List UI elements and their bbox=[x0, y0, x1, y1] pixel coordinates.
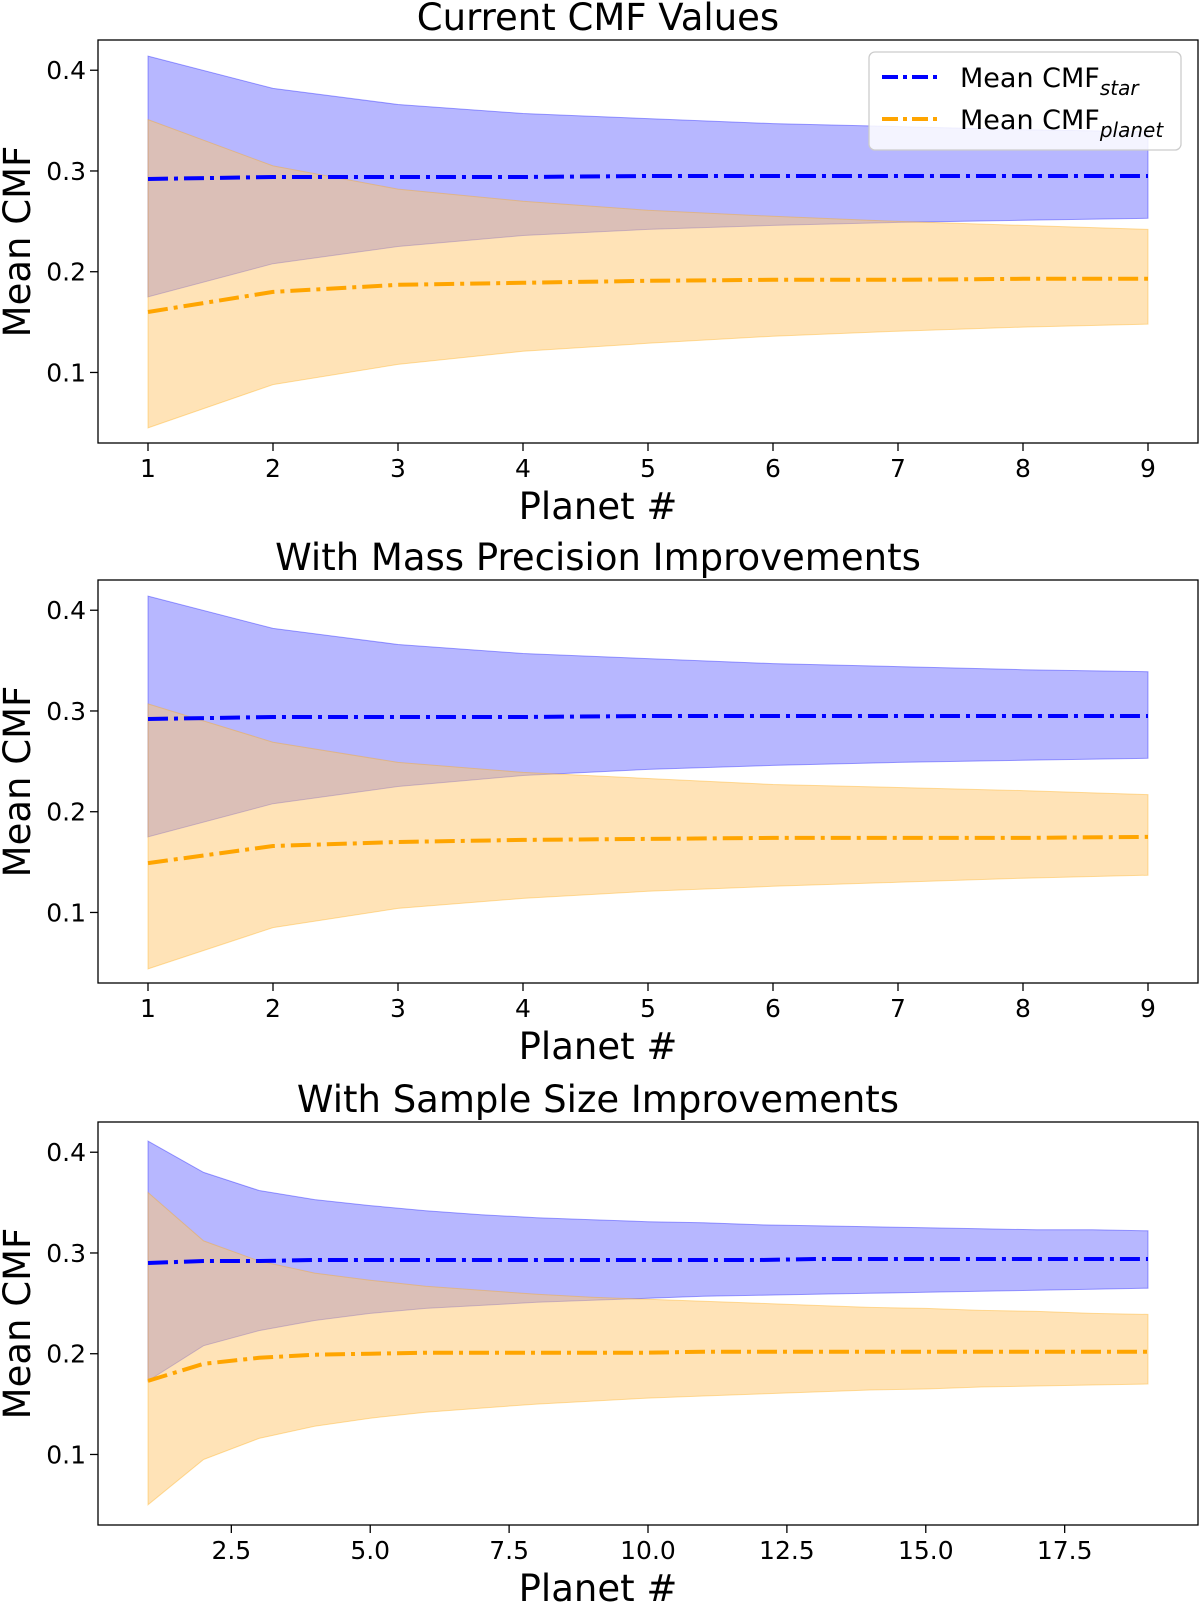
y-tick-label: 0.3 bbox=[46, 157, 86, 186]
y-tick-label: 0.2 bbox=[46, 258, 86, 287]
y-tick-label: 0.1 bbox=[46, 358, 86, 387]
x-tick-label: 5 bbox=[640, 994, 656, 1023]
legend: Mean CMFstar Mean CMFplanet bbox=[868, 51, 1182, 151]
x-tick-label: 5.0 bbox=[350, 1536, 390, 1565]
x-tick-label: 15.0 bbox=[898, 1536, 954, 1565]
mean-line-planet bbox=[147, 1349, 1148, 1383]
x-axis-label: Planet # bbox=[519, 1567, 678, 1602]
legend-label-planet: Mean CMFplanet bbox=[960, 105, 1164, 142]
y-tick-label: 0.4 bbox=[46, 56, 86, 85]
x-tick-label: 7.5 bbox=[489, 1536, 529, 1565]
legend-frame bbox=[868, 51, 1182, 151]
mean-line-star bbox=[147, 1257, 1148, 1265]
y-tick-label: 0.3 bbox=[46, 1239, 86, 1268]
x-tick-label: 4 bbox=[515, 454, 531, 483]
x-tick-label: 10.0 bbox=[620, 1536, 676, 1565]
x-tick-label: 2 bbox=[265, 454, 281, 483]
y-axis-label: Mean CMF bbox=[0, 686, 39, 878]
chart-title: With Mass Precision Improvements bbox=[275, 536, 921, 579]
y-axis-label: Mean CMF bbox=[0, 1228, 39, 1420]
chart-panel-3: 2.5 5.0 7.5 10.0 12.5 15.0 17.5 0.1 0.2 0.3 0.4 Wit… bbox=[0, 1078, 1199, 1602]
x-tick-label: 8 bbox=[1015, 454, 1031, 483]
x-tick-label: 3 bbox=[390, 454, 406, 483]
mean-line-planet bbox=[147, 834, 1149, 866]
x-axis-label: Planet # bbox=[519, 485, 678, 528]
x-tick-label: 4 bbox=[515, 994, 531, 1023]
mean-line-planet bbox=[147, 276, 1148, 314]
y-tick-label: 0.4 bbox=[46, 1138, 86, 1167]
x-tick-label: 1 bbox=[140, 454, 156, 483]
mean-line-star bbox=[147, 714, 1148, 721]
x-tick-label: 6 bbox=[765, 994, 781, 1023]
y-tick-label: 0.2 bbox=[46, 798, 86, 827]
x-tick-label: 2 bbox=[265, 994, 281, 1023]
chart-title: With Sample Size Improvements bbox=[297, 1078, 899, 1121]
y-tick-label: 0.1 bbox=[46, 1440, 86, 1469]
x-tick-label: 6 bbox=[765, 454, 781, 483]
x-tick-label: 9 bbox=[1140, 994, 1156, 1023]
band-planet bbox=[147, 1191, 1149, 1506]
chart-title: Current CMF Values bbox=[417, 0, 779, 39]
x-tick-label: 1 bbox=[140, 994, 156, 1023]
x-tick-label: 7 bbox=[890, 994, 906, 1023]
y-tick-label: 0.4 bbox=[46, 596, 86, 625]
chart-panel-2: 1 2 3 4 5 6 7 8 9 0.1 0.2 0.3 0.4 With Mass Precision… bbox=[0, 536, 1199, 1068]
x-tick-label: 5 bbox=[640, 454, 656, 483]
chart-panel-1: 1 2 3 4 5 6 7 8 9 0.1 0.2 0.3 0.4 Current CMF Values P… bbox=[0, 0, 1199, 528]
x-tick-label: 8 bbox=[1015, 994, 1031, 1023]
legend-label-star: Mean CMFstar bbox=[960, 63, 1140, 100]
band-planet bbox=[147, 703, 1149, 970]
mean-line-star bbox=[147, 174, 1148, 181]
y-tick-label: 0.1 bbox=[46, 898, 86, 927]
x-tick-label: 3 bbox=[390, 994, 406, 1023]
x-tick-label: 9 bbox=[1140, 454, 1156, 483]
y-axis-label: Mean CMF bbox=[0, 146, 39, 338]
band-planet bbox=[147, 118, 1149, 429]
y-tick-label: 0.2 bbox=[46, 1340, 86, 1369]
x-tick-label: 12.5 bbox=[759, 1536, 815, 1565]
x-tick-label: 17.5 bbox=[1037, 1536, 1093, 1565]
x-tick-label: 2.5 bbox=[211, 1536, 251, 1565]
y-tick-label: 0.3 bbox=[46, 697, 86, 726]
x-tick-label: 7 bbox=[890, 454, 906, 483]
x-axis-label: Planet # bbox=[519, 1025, 678, 1068]
